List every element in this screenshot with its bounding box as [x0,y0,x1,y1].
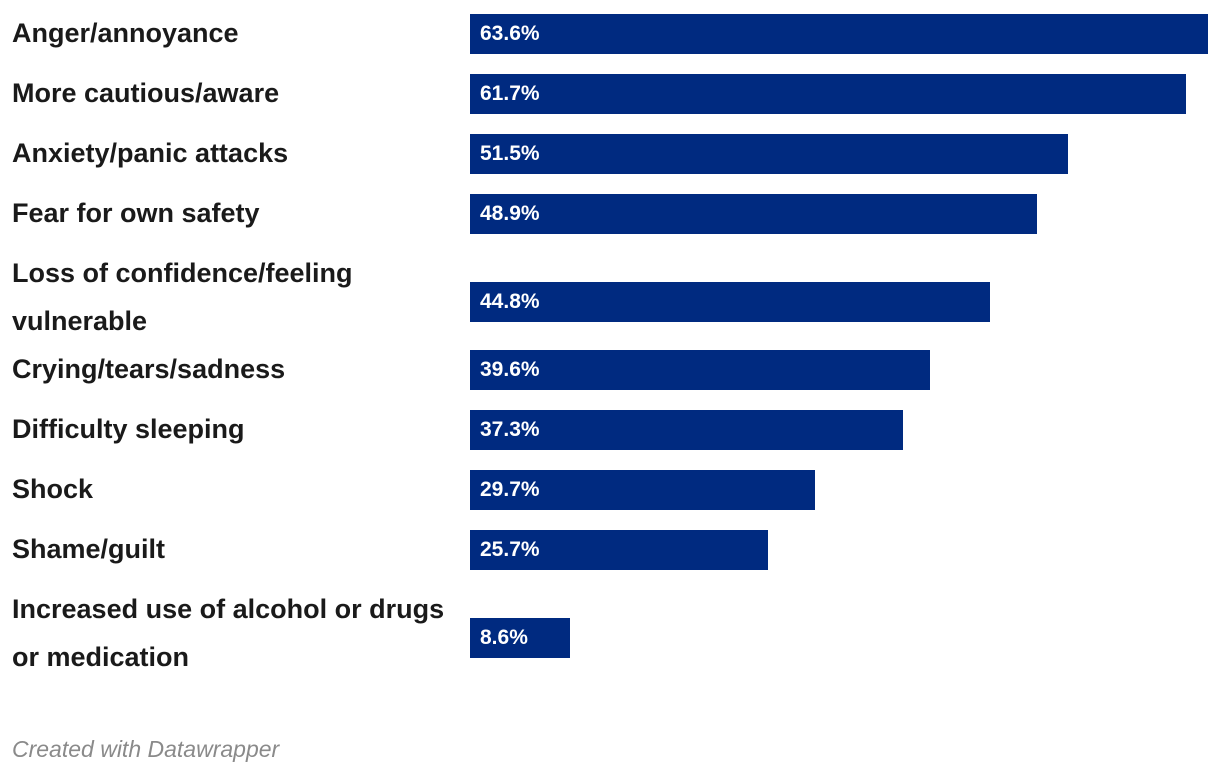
bar-value-label: 39.6% [480,358,540,381]
bar: 61.7% [470,74,1186,114]
bar: 63.6% [470,14,1208,54]
bar-value-label: 8.6% [480,626,528,649]
bar-chart: Anger/annoyance 63.6% More cautious/aware 6… [0,14,1220,686]
bar: 51.5% [470,134,1068,174]
bar: 44.8% [470,282,990,322]
bar-row: Crying/tears/sadness 39.6% [0,350,1220,410]
bar: 29.7% [470,470,815,510]
bar: 48.9% [470,194,1037,234]
bar-value-label: 61.7% [480,82,540,105]
bar-value-label: 51.5% [480,142,540,165]
bar-row: Loss of confidence/feeling vulnerable 44.… [0,254,1220,350]
bar-value-label: 63.6% [480,22,540,45]
bar: 25.7% [470,530,768,570]
bar-row: Anxiety/panic attacks 51.5% [0,134,1220,194]
category-label: Loss of confidence/feeling vulnerable [12,258,353,336]
bar-row: Fear for own safety 48.9% [0,194,1220,254]
bar: 39.6% [470,350,930,390]
bar-value-label: 37.3% [480,418,540,441]
bar-row: Difficulty sleeping 37.3% [0,410,1220,470]
bar: 8.6% [470,618,570,658]
category-label: Anxiety/panic attacks [12,138,289,168]
bar-value-label: 44.8% [480,290,540,313]
category-label: More cautious/aware [12,78,280,108]
bar-value-label: 29.7% [480,478,540,501]
category-label: Difficulty sleeping [12,414,245,444]
bar-row: Anger/annoyance 63.6% [0,14,1220,74]
bar-value-label: 48.9% [480,202,540,225]
datawrapper-credit: Created with Datawrapper [12,736,280,762]
bar-value-label: 25.7% [480,538,540,561]
category-label: Fear for own safety [12,198,260,228]
category-label: Shame/guilt [12,534,166,564]
category-label: Shock [12,474,94,504]
bar: 37.3% [470,410,903,450]
category-label: Anger/annoyance [12,18,239,48]
category-label: Crying/tears/sadness [12,354,286,384]
bar-row: Increased use of alcohol or drugs or med… [0,590,1220,686]
category-label: Increased use of alcohol or drugs or med… [12,594,445,672]
bar-row: Shock 29.7% [0,470,1220,530]
bar-row: Shame/guilt 25.7% [0,530,1220,590]
bar-row: More cautious/aware 61.7% [0,74,1220,134]
